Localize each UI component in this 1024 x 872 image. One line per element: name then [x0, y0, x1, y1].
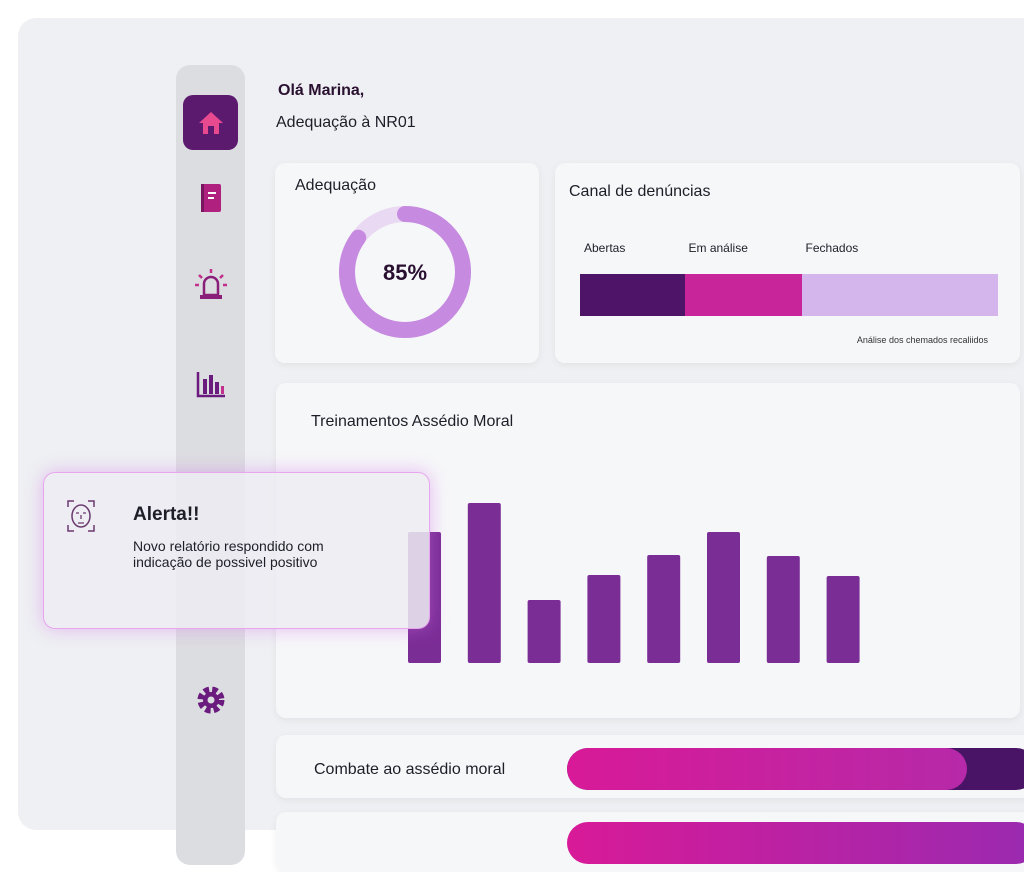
settings-button[interactable] [183, 672, 238, 727]
donut-arc [339, 206, 471, 338]
gear-icon [197, 686, 224, 713]
legend-label: Fechados [805, 241, 859, 255]
page-subtitle: Adequação à NR01 [276, 114, 416, 131]
alarm-button[interactable] [183, 256, 238, 311]
progress-track [567, 748, 1024, 790]
segment-column: Fechados [801, 241, 998, 316]
bar [766, 556, 800, 663]
bar [707, 532, 740, 663]
alert-title: Alerta!! [133, 504, 200, 525]
bar [587, 575, 621, 663]
bar [826, 576, 860, 663]
alert-message: Novo relatório respondido com indicação … [133, 538, 324, 570]
segment-column: Em análise [684, 241, 802, 316]
bar [467, 503, 501, 663]
home-icon [198, 111, 223, 134]
legend-label: Em análise [688, 241, 748, 255]
card-title: Canal de denúncias [569, 183, 711, 200]
stacked-bar: Abertas Em análise Fechados [580, 241, 998, 316]
analytics-button[interactable] [183, 356, 238, 411]
card-note: Análise dos chemados recaliidos [856, 335, 988, 345]
donut-label: 85% [383, 260, 427, 285]
progress-card: Combate ao assédio moral [276, 735, 1024, 798]
alarm-icon [194, 268, 227, 299]
adequacy-card: Adequação 85% [275, 163, 539, 363]
book-icon [200, 183, 221, 212]
reports-button[interactable] [183, 170, 238, 225]
bar-segment [684, 274, 802, 316]
progress-title: Combate ao assédio moral [314, 761, 506, 778]
legend-label: Abertas [584, 241, 626, 255]
segment-column: Abertas [580, 241, 685, 316]
greeting: Olá Marina, [278, 82, 365, 99]
donut-chart: 85% [339, 206, 471, 338]
bar-segment [580, 274, 685, 316]
complaints-card: Canal de denúncias Abertas Em análise Fech… [555, 163, 1020, 363]
card-title: Treinamentos Assédio Moral [311, 413, 514, 430]
alert-popup[interactable]: Alerta!! Novo relatório respondido com i… [43, 472, 430, 629]
progress-fill [567, 748, 967, 790]
progress-track [567, 822, 1024, 864]
chart-icon [196, 371, 225, 397]
bar [527, 600, 561, 663]
home-button[interactable] [183, 95, 238, 150]
face-scan-icon [67, 500, 95, 532]
bar-segment [801, 274, 998, 316]
bar [647, 555, 681, 663]
next-card [276, 812, 1024, 872]
card-title: Adequação [295, 177, 376, 194]
